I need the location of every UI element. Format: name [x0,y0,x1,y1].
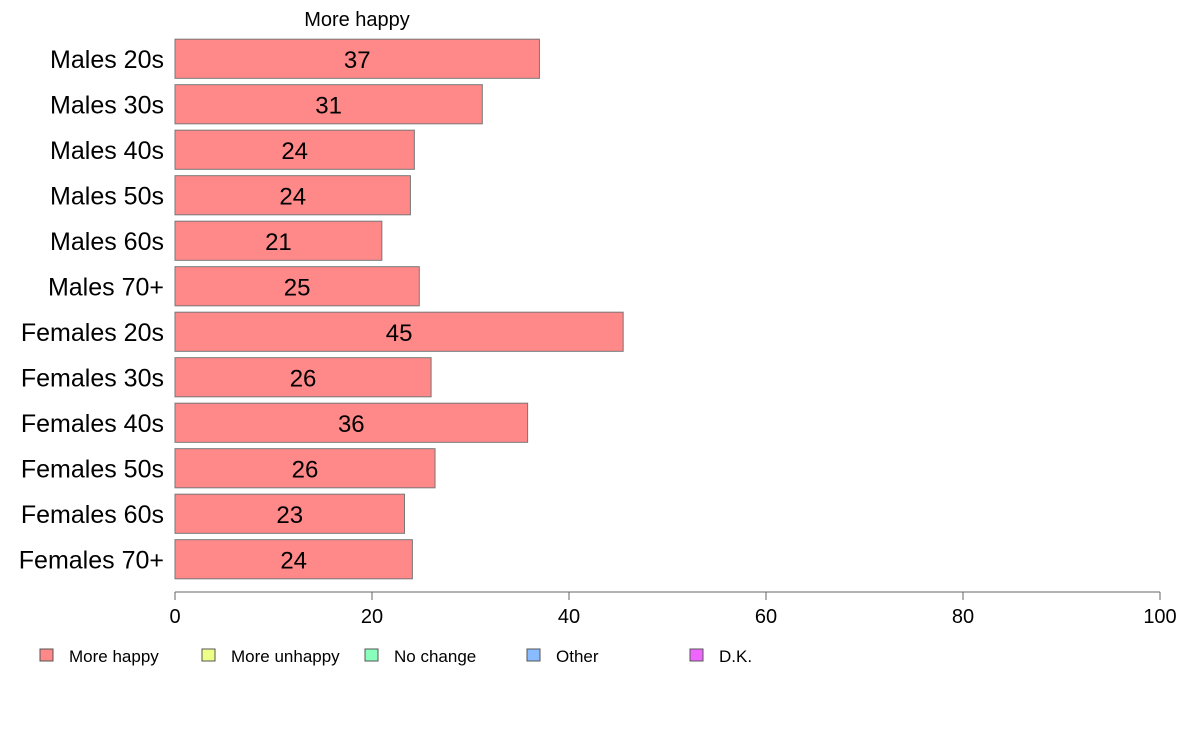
bar [174,129,415,170]
legend: More happy More unhappy No change Other D.K. [39,647,752,666]
data-label: 24 [279,183,306,210]
x-axis: 0 20 40 60 80 100 [169,591,1177,628]
category-label: Females 50s [21,455,164,483]
x-tick-label: 20 [361,606,383,628]
legend-label: More happy [69,647,159,666]
category-label: Females 70+ [19,546,164,574]
data-label: 26 [290,365,317,392]
legend-swatch [364,648,379,662]
data-label: 24 [280,547,307,574]
legend-label: More unhappy [231,647,340,666]
legend-item: D.K. [689,647,752,666]
data-label: 31 [315,92,342,119]
data-label: 23 [276,502,303,529]
x-tick-label: 100 [1143,606,1176,628]
legend-item: More happy [39,647,159,666]
bar [174,311,624,352]
bar [174,539,413,580]
bar [174,402,529,443]
bar [174,357,432,398]
legend-label: No change [394,647,476,666]
category-label: Males 40s [50,137,164,165]
legend-item: More unhappy [201,647,340,666]
bar [174,493,406,534]
category-label: Females 40s [21,410,164,438]
data-label: 37 [344,47,371,74]
bar [174,175,411,216]
bar [174,38,540,79]
legend-item: Other [526,647,599,666]
data-label: 45 [386,320,413,347]
x-tick-label: 80 [952,606,974,628]
category-label: Males 70+ [48,273,164,301]
data-label: 25 [284,274,311,301]
category-label: Males 30s [50,91,164,119]
x-tick-label: 0 [169,606,180,628]
legend-swatch [526,648,541,662]
bar [174,448,436,489]
legend-label: D.K. [719,647,752,666]
legend-label: Other [556,647,599,666]
category-label: Females 60s [21,501,164,529]
legend-swatch [39,648,54,662]
bar [174,266,420,307]
category-label: Females 20s [21,319,164,347]
category-label: Males 20s [50,46,164,74]
data-label: 24 [281,138,308,165]
bar [174,84,483,125]
data-label: 26 [292,456,319,483]
category-labels: Males 20s Males 30s Males 40s Males 50s Male… [19,46,164,575]
x-tick-label: 60 [755,606,777,628]
series-title: More happy [304,9,410,31]
legend-swatch [689,648,704,662]
category-label: Females 30s [21,364,164,392]
legend-swatch [201,648,216,662]
legend-item: No change [364,647,476,666]
x-tick-label: 40 [558,606,580,628]
data-label: 36 [338,411,365,438]
category-label: Males 60s [50,228,164,256]
data-label: 21 [265,229,292,256]
bar [174,220,383,261]
category-label: Males 50s [50,182,164,210]
